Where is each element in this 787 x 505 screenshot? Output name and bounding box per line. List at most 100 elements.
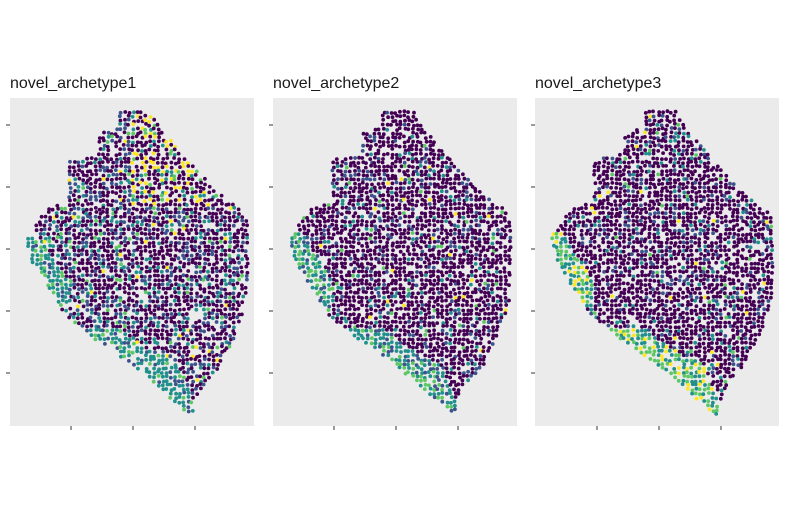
scatter-point: [368, 282, 372, 287]
scatter-point: [372, 249, 377, 253]
scatter-point: [223, 324, 228, 329]
scatter-point: [461, 308, 466, 313]
scatter-point: [593, 197, 598, 202]
scatter-point: [344, 282, 349, 287]
scatter-point: [369, 262, 373, 267]
scatter-point: [365, 261, 370, 266]
scatter-point: [672, 219, 677, 224]
scatter-point: [381, 266, 386, 270]
scatter-point: [710, 210, 714, 215]
scatter-point: [334, 219, 339, 224]
scatter-point: [222, 278, 227, 283]
scatter-point: [177, 265, 182, 270]
scatter-point: [432, 172, 437, 177]
scatter-point: [92, 190, 97, 195]
scatter-point: [203, 236, 207, 241]
scatter-point: [356, 306, 361, 311]
scatter-point: [373, 224, 378, 229]
scatter-point: [426, 233, 431, 238]
scatter-point: [627, 202, 632, 207]
scatter-point: [402, 266, 407, 270]
scatter-point: [732, 208, 736, 212]
scatter-point: [176, 151, 181, 156]
scatter-point: [161, 203, 166, 208]
scatter-point: [189, 375, 194, 379]
scatter-point: [385, 332, 390, 337]
scatter-point: [155, 194, 160, 199]
scatter-point: [165, 214, 169, 219]
scatter-point: [657, 178, 661, 183]
scatter-point: [389, 340, 394, 344]
scatter-point: [30, 236, 35, 241]
scatter-point: [111, 236, 115, 240]
scatter-point: [227, 281, 232, 286]
scatter-point: [160, 295, 165, 299]
scatter-point: [435, 341, 440, 346]
scatter-point: [168, 340, 173, 345]
scatter-point: [659, 189, 664, 194]
scatter-point: [85, 308, 90, 312]
scatter-point: [131, 131, 136, 136]
scatter-point: [423, 136, 428, 141]
scatter-point: [394, 260, 398, 265]
scatter-point: [143, 232, 148, 236]
scatter-point: [444, 362, 449, 366]
scatter-point: [403, 235, 408, 240]
scatter-point: [382, 206, 387, 211]
scatter-point: [210, 218, 215, 223]
scatter-point: [389, 324, 394, 328]
scatter-point: [101, 210, 105, 214]
scatter-point: [232, 325, 236, 330]
scatter-point: [130, 298, 135, 303]
scatter-point: [705, 168, 710, 173]
scatter-point: [714, 182, 719, 187]
scatter-point: [432, 169, 436, 174]
scatter-point: [202, 265, 207, 270]
scatter-point: [94, 168, 98, 173]
scatter-point: [330, 181, 335, 186]
scatter-point: [672, 203, 677, 207]
scatter-point: [114, 177, 119, 181]
scatter-point: [207, 190, 212, 195]
scatter-point: [135, 349, 140, 354]
scatter-point: [193, 227, 198, 232]
scatter-point: [109, 203, 114, 208]
scatter-point: [424, 328, 429, 333]
scatter-point: [473, 290, 478, 295]
scatter-point: [131, 231, 135, 236]
scatter-point: [182, 390, 187, 395]
scatter-point: [67, 169, 72, 174]
scatter-point: [69, 245, 73, 250]
scatter-point: [332, 173, 336, 178]
scatter-point: [160, 181, 165, 186]
scatter-point: [398, 235, 403, 240]
scatter-point: [93, 337, 98, 342]
scatter-point: [668, 168, 673, 173]
scatter-point: [452, 349, 456, 354]
scatter-point: [456, 332, 461, 337]
scatter-point: [481, 247, 486, 252]
scatter-point: [59, 282, 64, 286]
scatter-point: [427, 290, 432, 294]
scatter-point: [206, 206, 211, 211]
scatter-point: [232, 266, 237, 271]
scatter-point: [402, 160, 407, 165]
scatter-point: [243, 254, 248, 258]
scatter-point: [415, 186, 420, 191]
scatter-point: [466, 340, 471, 345]
scatter-point: [42, 261, 47, 265]
scatter-point: [185, 298, 189, 303]
scatter-point: [206, 228, 211, 232]
scatter-point: [489, 319, 494, 324]
scatter-point: [322, 203, 327, 208]
scatter-point: [418, 123, 423, 128]
scatter-point: [127, 189, 132, 193]
scatter-point: [377, 168, 382, 173]
scatter-point: [390, 227, 394, 232]
scatter-point: [426, 185, 431, 190]
scatter-point: [437, 173, 441, 178]
scatter-point: [190, 383, 195, 388]
scatter-point: [352, 253, 357, 258]
scatter-point: [503, 211, 508, 216]
scatter-point: [176, 160, 181, 165]
